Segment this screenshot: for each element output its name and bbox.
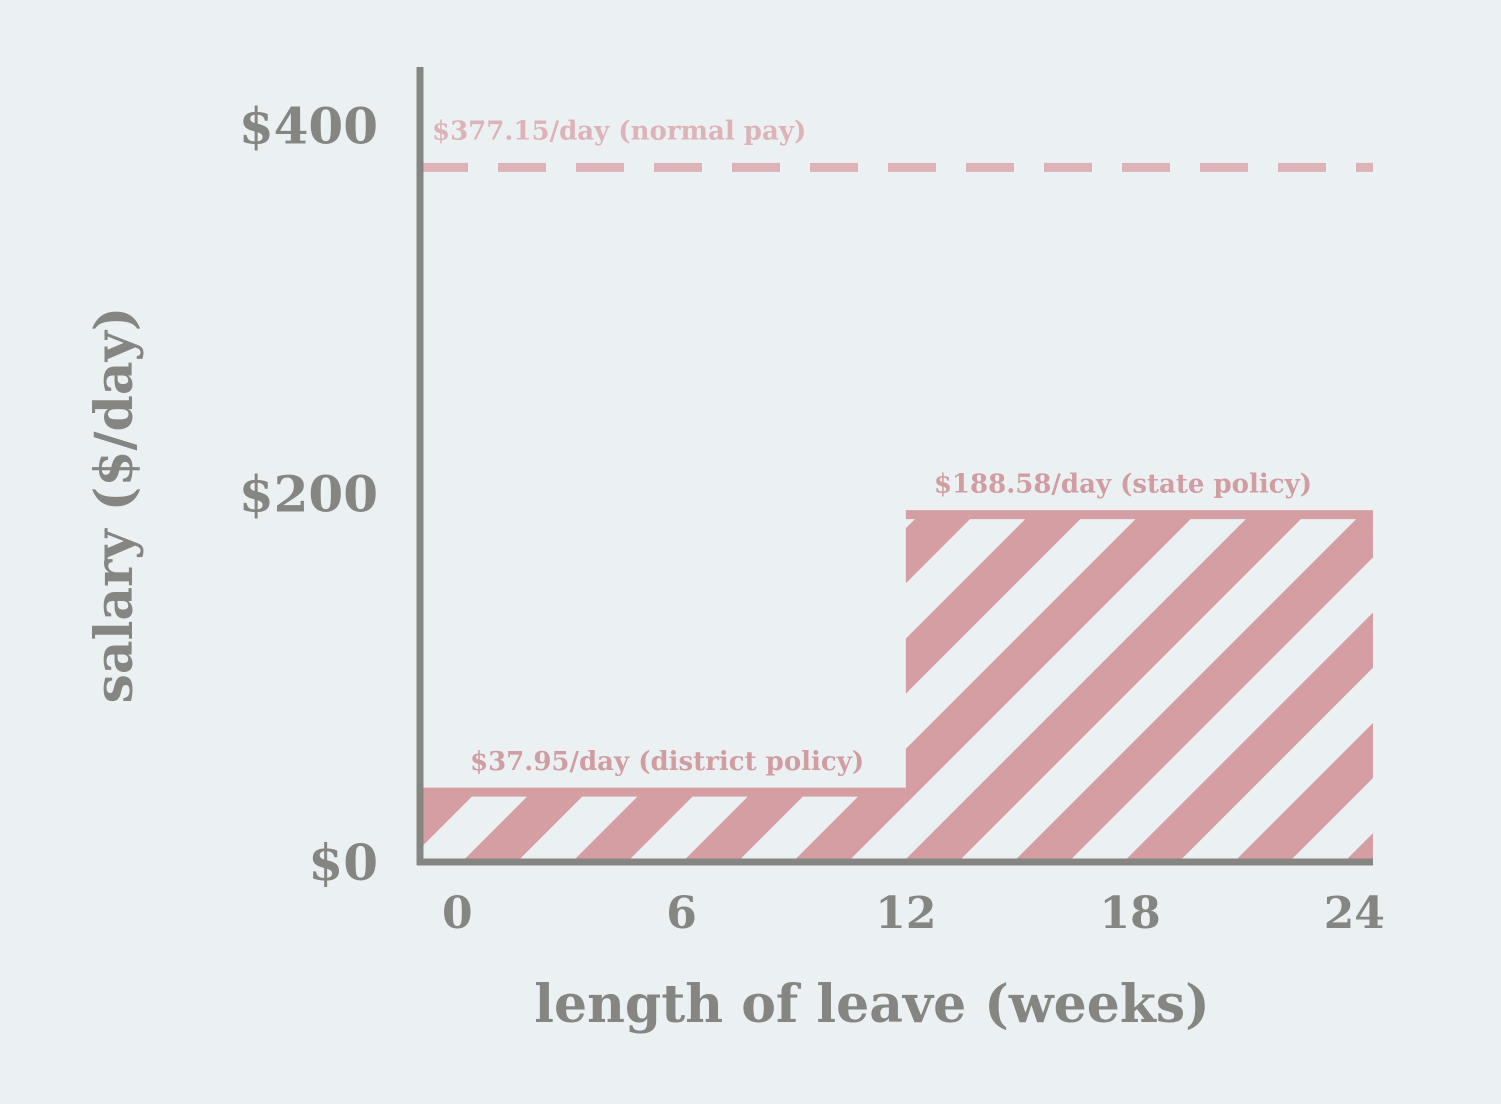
x-tick-label-2: 12 [875,888,936,939]
axes-layer [416,67,1373,866]
x-axis-title: length of leave (weeks) [534,974,1209,1035]
bar-label-1: $188.58/day (state policy) [934,470,1312,500]
x-tick-label-4: 24 [1324,888,1385,939]
x-tick-label-1: 6 [666,888,697,939]
labels-layer: $37.95/day (district policy) $188.58/day … [84,96,1385,1035]
reference-line-label: $377.15/day (normal pay) [432,116,806,146]
x-tick-label-3: 18 [1099,888,1160,939]
x-tick-label-0: 0 [442,888,473,939]
bars-layer [420,510,1373,862]
bar-segment-1 [905,514,1373,862]
bar-segment-0 [420,792,906,862]
y-axis-title: salary ($/day) [84,307,145,704]
y-tick-label-0: $0 [308,833,378,892]
y-tick-label-1: $200 [239,465,378,524]
y-tick-label-2: $400 [239,96,378,155]
bar-label-0: $37.95/day (district policy) [470,747,864,777]
